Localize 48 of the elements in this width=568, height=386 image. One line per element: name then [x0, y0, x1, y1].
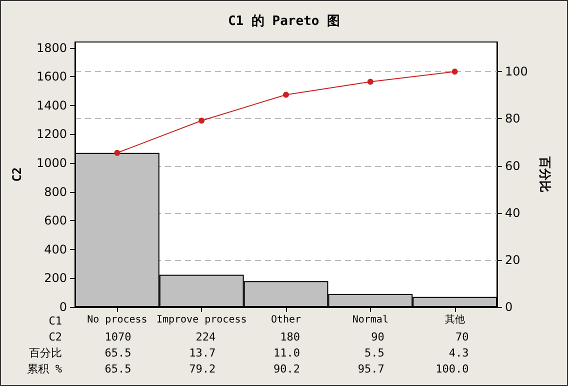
text: 11.0 [274, 346, 300, 360]
text: 4.3 [448, 346, 469, 360]
y-axis-title: C2 [48, 330, 62, 344]
y-tick-label: 1400 [36, 98, 67, 112]
data-label: 70 [456, 330, 469, 344]
data-label: 90.2 [274, 362, 300, 376]
x-tick-label: Other [270, 314, 302, 326]
x-tick-label: No process [87, 314, 148, 326]
data-label: 90 [371, 330, 384, 344]
chart-title: C1 的 Pareto 图 [228, 14, 340, 29]
y2-tick-label: 20 [505, 252, 520, 267]
text: 百分比 [29, 346, 62, 360]
y-tick-label: 200 [44, 271, 67, 286]
y2-axis-title: 百分比 [538, 156, 552, 192]
x-tick-label: Improve process [156, 314, 247, 326]
y-tick-label: 1600 [36, 70, 67, 84]
x-tick-label: 其他 [444, 314, 465, 326]
point [452, 68, 458, 75]
y2-tick-label: 60 [505, 158, 520, 173]
y-tick-label: 1000 [36, 156, 67, 170]
data-label: 100.0 [436, 362, 469, 376]
y-tick-label: 600 [44, 214, 67, 228]
text: 累积 % [26, 362, 62, 376]
data-label: 79.2 [189, 362, 216, 376]
point [198, 118, 205, 124]
point [367, 78, 374, 85]
y-tick-label: 800 [44, 184, 67, 199]
y-tick-label: 1200 [36, 127, 67, 142]
y-tick-label: 400 [44, 242, 67, 256]
data-label: 65.5 [104, 362, 132, 376]
y2-tick-label: 40 [505, 206, 520, 220]
y2-tick-label: 0 [505, 300, 513, 314]
y2-tick-label: 100 [505, 64, 528, 79]
x-tick-label: Normal [352, 314, 388, 326]
text: C2 [10, 167, 24, 182]
data-label: 95.7 [358, 362, 384, 376]
x-axis-title: C1 [48, 314, 62, 328]
point [283, 92, 289, 98]
y-tick-label: 1800 [36, 40, 67, 55]
text: 65.5 [104, 346, 132, 360]
point [114, 150, 120, 156]
y2-tick-label: 80 [505, 112, 520, 126]
data-label: 224 [196, 330, 216, 344]
data-label: 180 [280, 330, 300, 344]
text: 13.7 [189, 346, 216, 360]
text: 5.5 [364, 346, 384, 360]
data-label: 1070 [104, 330, 132, 344]
y-tick-label: 0 [59, 300, 67, 314]
